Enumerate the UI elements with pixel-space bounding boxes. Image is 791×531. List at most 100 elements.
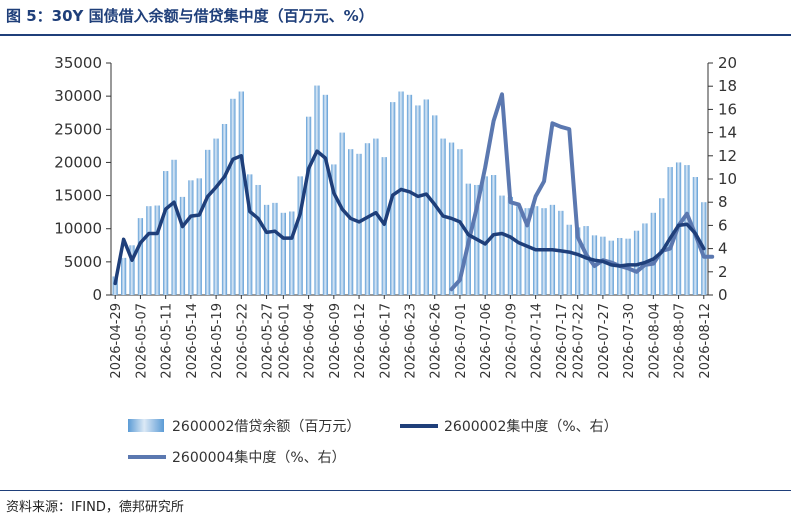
source-note: 资料来源：IFIND，德邦研究所	[6, 500, 184, 515]
bar	[339, 132, 345, 295]
bar	[482, 176, 488, 295]
y-left-tick-label: 20000	[54, 153, 102, 171]
bar	[263, 204, 270, 295]
x-tick-label: 2026-04-29	[109, 303, 124, 379]
bar	[129, 245, 135, 295]
series-line-2600002	[113, 149, 706, 286]
bar	[137, 218, 144, 295]
y-right-tick-label: 18	[718, 77, 737, 95]
bar	[238, 91, 244, 295]
bar	[154, 205, 160, 295]
figure-title: 图 5：30Y 国债借入余额与借贷集中度（百万元、%）	[6, 7, 374, 25]
y-right-tick-label: 10	[718, 170, 737, 188]
bar	[314, 85, 320, 295]
bar	[524, 208, 530, 295]
x-tick-label: 2026-06-26	[429, 303, 444, 379]
bar	[583, 226, 589, 295]
y-right-tick-label: 4	[718, 240, 728, 258]
y-left-tick-label: 25000	[54, 120, 102, 138]
x-tick-label: 2026-07-27	[597, 303, 612, 379]
bar	[188, 180, 194, 295]
legend-label: 2600002集中度（%、右）	[444, 418, 618, 435]
bar	[280, 212, 286, 295]
legend-label: 2600002借贷余额（百万元）	[172, 418, 360, 435]
y-right-tick-label: 12	[718, 147, 737, 165]
bar	[331, 164, 337, 295]
bar	[499, 195, 505, 295]
y-left-tick-label: 15000	[54, 187, 102, 205]
bar	[356, 153, 362, 295]
x-tick-label: 2026-05-22	[235, 303, 250, 379]
y-right-tick-label: 16	[718, 100, 737, 118]
bar	[171, 159, 177, 295]
bar	[642, 223, 648, 295]
bar	[348, 149, 354, 295]
x-tick-label: 2026-06-01	[277, 303, 292, 379]
bar	[667, 167, 673, 295]
bar	[516, 206, 522, 295]
y-left-tick-label: 0	[92, 286, 102, 304]
bar	[221, 123, 228, 296]
bar	[205, 149, 211, 295]
bar	[373, 138, 379, 295]
bar	[608, 240, 614, 295]
x-tick-label: 2026-06-04	[303, 303, 318, 379]
bar	[633, 230, 640, 295]
x-tick-label: 2026-06-12	[353, 303, 368, 379]
bar	[297, 176, 303, 295]
x-tick-label: 2026-07-01	[454, 303, 469, 379]
bar	[322, 94, 329, 296]
x-tick-label: 2026-06-23	[404, 303, 419, 379]
x-tick-label: 2026-05-19	[210, 303, 225, 379]
x-tick-label: 2026-06-09	[328, 303, 343, 379]
title-divider	[0, 34, 791, 36]
bar	[255, 184, 261, 295]
bar	[112, 276, 118, 295]
bar	[163, 171, 169, 295]
x-tick-label: 2026-07-30	[622, 303, 637, 379]
y-left-tick-label: 10000	[54, 220, 102, 238]
bar	[684, 165, 690, 295]
bar	[558, 210, 564, 295]
y-left-tick-label: 30000	[54, 87, 102, 105]
y-right-tick-label: 14	[718, 124, 737, 142]
x-tick-label: 2026-05-11	[160, 303, 175, 379]
bar	[121, 257, 127, 295]
bar	[566, 224, 572, 295]
y-left-tick-label: 35000	[54, 54, 102, 72]
bar	[381, 157, 387, 295]
y-right-tick-label: 0	[718, 286, 728, 304]
bar	[507, 196, 514, 295]
bar	[406, 94, 413, 296]
x-tick-label: 2026-08-07	[673, 303, 688, 379]
bar	[541, 208, 547, 295]
bar	[179, 196, 186, 295]
x-tick-label: 2026-07-09	[504, 303, 519, 379]
y-right-tick-label: 20	[718, 54, 737, 72]
x-tick-label: 2026-08-12	[698, 303, 713, 379]
bar	[213, 138, 219, 295]
x-tick-label: 2026-05-07	[134, 303, 149, 379]
x-tick-label: 2026-07-17	[555, 303, 570, 379]
bar	[659, 198, 665, 295]
bar	[247, 174, 253, 295]
y-right-tick-label: 6	[718, 216, 728, 234]
x-tick-label: 2026-07-22	[572, 303, 587, 379]
y-left-tick-label: 5000	[64, 253, 102, 271]
y-right-tick-label: 8	[718, 193, 728, 211]
bar	[230, 98, 236, 296]
bar	[289, 211, 295, 295]
bar	[272, 202, 278, 295]
bar	[600, 236, 606, 295]
bar	[305, 116, 312, 295]
legend-label: 2600004集中度（%、右）	[172, 449, 346, 466]
bar	[575, 227, 581, 295]
bar	[146, 206, 152, 295]
combo-chart: 0 5000 10000 15000 20000 25000 30000 35000 0 2 4 6 8…	[54, 54, 737, 466]
bar	[415, 105, 421, 296]
x-tick-label: 2026-06-17	[378, 303, 393, 379]
bar	[423, 99, 429, 295]
x-tick-label: 2026-07-06	[479, 303, 494, 379]
x-tick-label: 2026-05-27	[261, 303, 276, 379]
x-tick-label: 2026-08-04	[647, 303, 662, 379]
